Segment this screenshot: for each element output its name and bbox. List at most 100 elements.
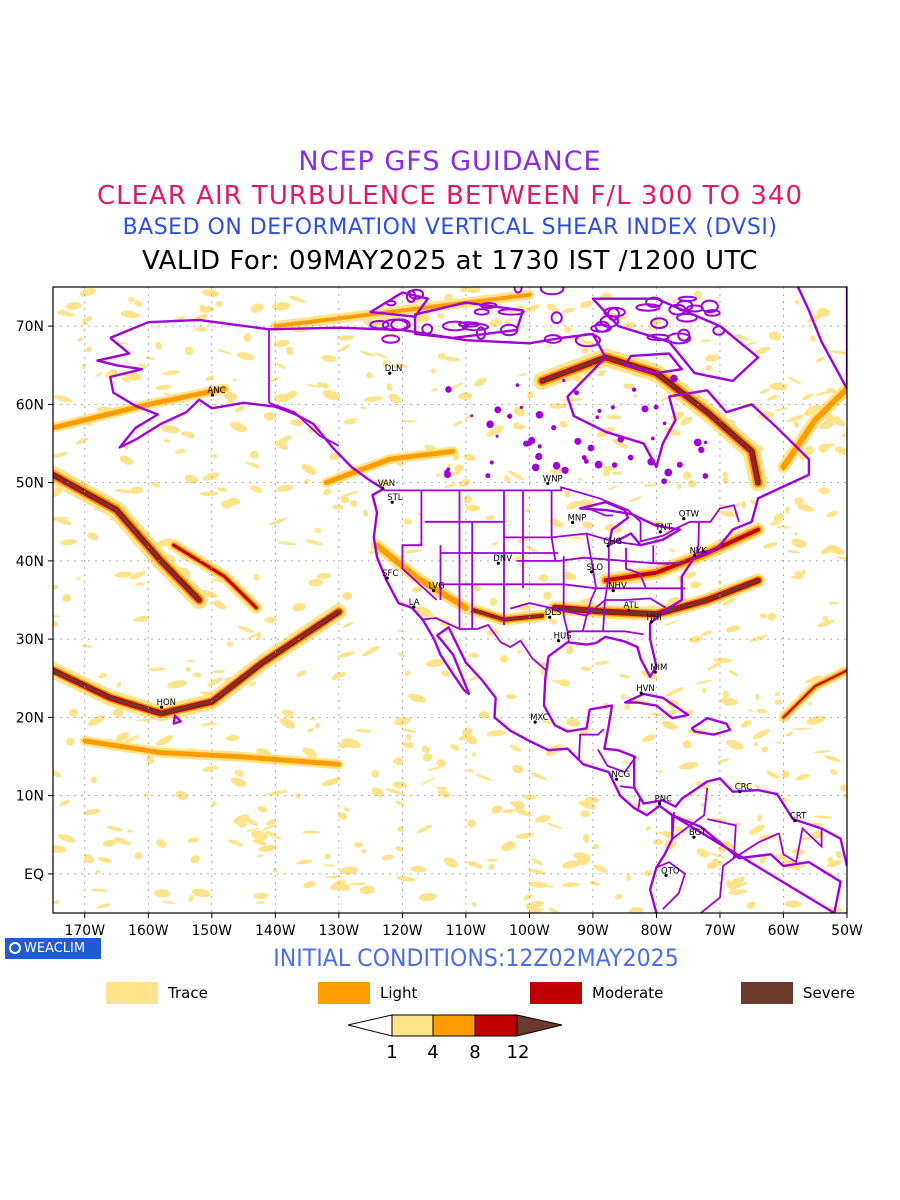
lake-dot — [595, 415, 600, 420]
colombia-border — [671, 787, 709, 841]
trace-patch — [546, 303, 559, 313]
trace-patch — [216, 300, 223, 308]
trace-patch — [425, 659, 445, 668]
trace-patch — [577, 477, 583, 481]
lon-tick-label: 50W — [831, 923, 863, 939]
trace-patch — [793, 420, 800, 428]
trace-patch — [143, 793, 150, 798]
map-axes: 170W 160W 150W 140W 130W 120W 110W 100W 90W 80W 70… — [16, 319, 863, 939]
station-dot — [664, 873, 668, 878]
trace-patch — [835, 850, 842, 859]
trace-patch — [407, 693, 426, 703]
station-label-chg: CHG — [603, 537, 622, 547]
trace-patch — [302, 747, 318, 758]
trace-patch — [442, 356, 460, 362]
trace-patch — [245, 461, 261, 469]
trace-patch — [62, 593, 72, 603]
trace-patch — [249, 450, 259, 459]
arctic-island — [594, 320, 610, 333]
trace-patch — [53, 769, 62, 778]
trace-patch — [666, 596, 680, 605]
legend-swatch-trace — [106, 982, 158, 1004]
trace-patch — [818, 443, 829, 453]
lake-dot — [494, 406, 502, 414]
trace-patch — [134, 851, 143, 860]
arctic-island — [369, 320, 390, 330]
trace-patch — [187, 837, 200, 843]
trace-patch — [437, 312, 444, 319]
station-label-bgt: BGT — [689, 828, 707, 838]
trace-patch — [810, 831, 824, 839]
trace-patch — [301, 464, 317, 476]
state-line-90w — [581, 533, 598, 632]
trace-patch — [396, 875, 416, 882]
station-dot — [682, 517, 686, 521]
trace-patch — [323, 488, 332, 496]
station-label-mnp: MNP — [568, 514, 587, 524]
lake-dot — [495, 434, 499, 438]
trace-patch — [266, 818, 277, 826]
trace-patch — [410, 865, 426, 873]
station-dot — [412, 605, 416, 609]
arctic-island — [543, 334, 563, 344]
trace-patch — [641, 734, 656, 743]
lake-dot — [485, 473, 491, 479]
trace-patch — [530, 772, 547, 781]
lake-dot — [537, 444, 542, 449]
trace-patch — [612, 438, 629, 449]
trace-patch — [245, 827, 261, 832]
trace-patch — [344, 418, 357, 425]
colorbar-light-box — [432, 1014, 476, 1037]
trace-patch — [322, 777, 341, 787]
trace-patch — [708, 852, 727, 859]
arctic-island — [408, 288, 425, 300]
trace-patch — [463, 454, 476, 462]
trace-patch — [573, 852, 591, 861]
trace-patch — [492, 542, 499, 546]
trace-patch — [761, 746, 769, 753]
trace-patch — [360, 350, 375, 357]
trace-patch — [728, 419, 736, 424]
trace-patch — [485, 515, 496, 521]
colorbar-tick-label: 1 — [386, 1042, 397, 1063]
trace-patch — [817, 619, 835, 628]
trace-patch — [181, 431, 191, 437]
trace-patch — [332, 504, 344, 510]
trace-patch — [160, 424, 181, 434]
trace-patch — [818, 487, 830, 495]
trace-patch — [237, 819, 247, 828]
colorbar: 1 4 8 12 — [347, 1014, 563, 1063]
trace-patch — [202, 289, 220, 297]
trace-patch — [754, 784, 761, 789]
trace-patch — [264, 616, 277, 623]
trace-patch — [95, 870, 101, 874]
trace-patch — [794, 497, 804, 506]
trace-patch — [271, 789, 288, 796]
trace-patch — [230, 777, 247, 787]
trace-patch — [466, 768, 475, 773]
trace-patch — [564, 489, 571, 498]
trace-patch — [234, 769, 244, 777]
trace-patch — [404, 670, 411, 676]
trace-patch — [363, 396, 384, 402]
trace-patch — [538, 574, 548, 582]
trace-patch — [201, 722, 218, 727]
trace-patch — [682, 471, 692, 480]
trace-patch — [371, 769, 380, 778]
trace-patch — [643, 483, 656, 487]
arctic-island — [385, 300, 397, 307]
trace-patch — [114, 571, 133, 578]
arctic-island — [650, 317, 669, 330]
trace-patch — [756, 814, 762, 822]
trace-patch — [255, 901, 265, 904]
trace-patch — [167, 680, 187, 689]
trace-patch — [805, 675, 823, 684]
trace-patch — [829, 601, 840, 605]
station-dot — [571, 520, 575, 525]
cuba-coast — [624, 692, 690, 720]
trace-patch — [236, 351, 255, 361]
trace-patch — [734, 781, 752, 787]
trace-patch — [657, 770, 664, 774]
trace-patch — [402, 420, 418, 423]
station-label-van: VAN — [378, 479, 395, 489]
